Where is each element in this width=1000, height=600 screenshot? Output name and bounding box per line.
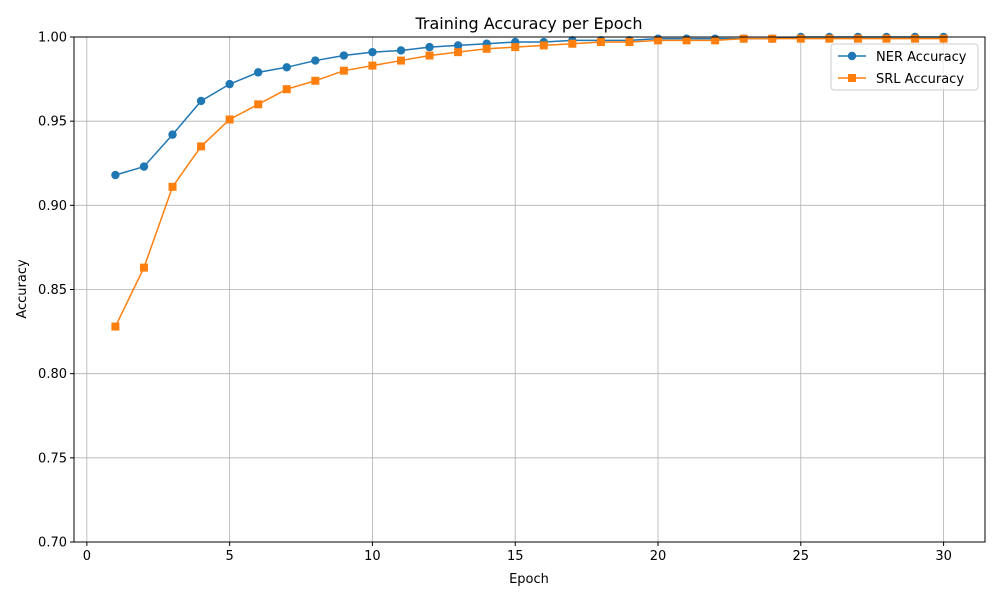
srl-accuracy-point [511,43,520,52]
srl-accuracy-point [939,34,948,43]
ner-accuracy-point [253,68,263,77]
srl-accuracy-point [339,66,348,75]
legend-box [830,43,979,91]
ner-accuracy-point [282,63,291,72]
srl-accuracy-point [825,34,834,43]
ner-accuracy-point [311,56,320,65]
y-tick-label: 0.85 [38,283,67,298]
ner-accuracy-point [111,170,120,180]
srl-accuracy-point [368,61,377,70]
srl-accuracy-point [197,142,206,151]
x-axis-title: Epoch [509,572,549,587]
x-axis-ticks: 0 5 10 15 20 25 30 [83,542,952,564]
srl-accuracy-point [539,41,548,50]
srl-accuracy-point [739,34,748,43]
y-tick-label: 0.90 [38,199,67,214]
x-tick-label: 20 [650,549,667,564]
srl-accuracy-line [114,37,944,327]
y-tick-label: 0.70 [38,536,67,551]
ner-accuracy-point [396,46,406,55]
srl-accuracy-point [882,34,891,43]
x-tick-label: 10 [364,549,381,564]
srl-accuracy-point [396,56,405,65]
legend-ner-label: NER Accuracy [876,50,967,65]
srl-accuracy-point [768,34,777,43]
legend-ner-marker [847,51,857,61]
legend-srl-marker [848,74,856,82]
srl-accuracy-point [911,34,920,43]
x-tick-label: 30 [935,549,952,564]
srl-accuracy-point [225,115,234,124]
ner-accuracy-point [339,51,349,60]
srl-accuracy-point [168,182,177,191]
srl-accuracy-point [282,85,291,94]
srl-accuracy-point [711,36,720,45]
y-axis-title: Accuracy [15,259,30,319]
y-tick-label: 0.95 [38,115,67,130]
y-tick-label: 1.00 [38,31,67,46]
legend: NER Accuracy SRL Accuracy [830,43,979,91]
legend-srl-label: SRL Accuracy [876,72,964,87]
srl-accuracy-point [682,36,691,45]
ner-accuracy-point [168,130,177,139]
series-srl-accuracy [111,34,948,331]
srl-accuracy-point [111,322,120,331]
series-layer [111,32,948,331]
ner-accuracy-point [368,47,377,57]
series-ner-accuracy [111,32,948,180]
grid-lines [74,36,985,543]
srl-accuracy-point [596,38,605,47]
x-tick-label: 15 [507,549,524,564]
srl-accuracy-point [796,34,805,43]
srl-accuracy-point [568,39,577,48]
srl-accuracy-point [853,34,862,43]
ner-accuracy-line [115,36,944,176]
srl-accuracy-point [139,263,148,272]
srl-accuracy-point [625,38,634,47]
y-axis-ticks: 0.70 0.75 0.80 0.85 0.90 0.95 1.00 [38,31,74,551]
y-tick-label: 0.80 [38,367,67,382]
y-tick-label: 0.75 [38,451,67,466]
x-tick-label: 0 [83,549,91,564]
ner-accuracy-point [225,79,234,89]
srl-accuracy-point [454,48,463,57]
srl-accuracy-point [311,76,320,85]
x-tick-label: 5 [226,549,234,564]
chart-title: Training Accuracy per Epoch [414,14,642,33]
srl-accuracy-point [425,51,434,60]
ner-accuracy-point [196,96,206,106]
ner-accuracy-point [425,42,434,52]
ner-accuracy-point [139,162,149,171]
srl-accuracy-point [654,36,663,45]
srl-accuracy-point [254,100,263,109]
srl-accuracy-point [482,44,491,53]
ner-accuracy-point [453,41,463,50]
x-tick-label: 25 [793,549,810,564]
